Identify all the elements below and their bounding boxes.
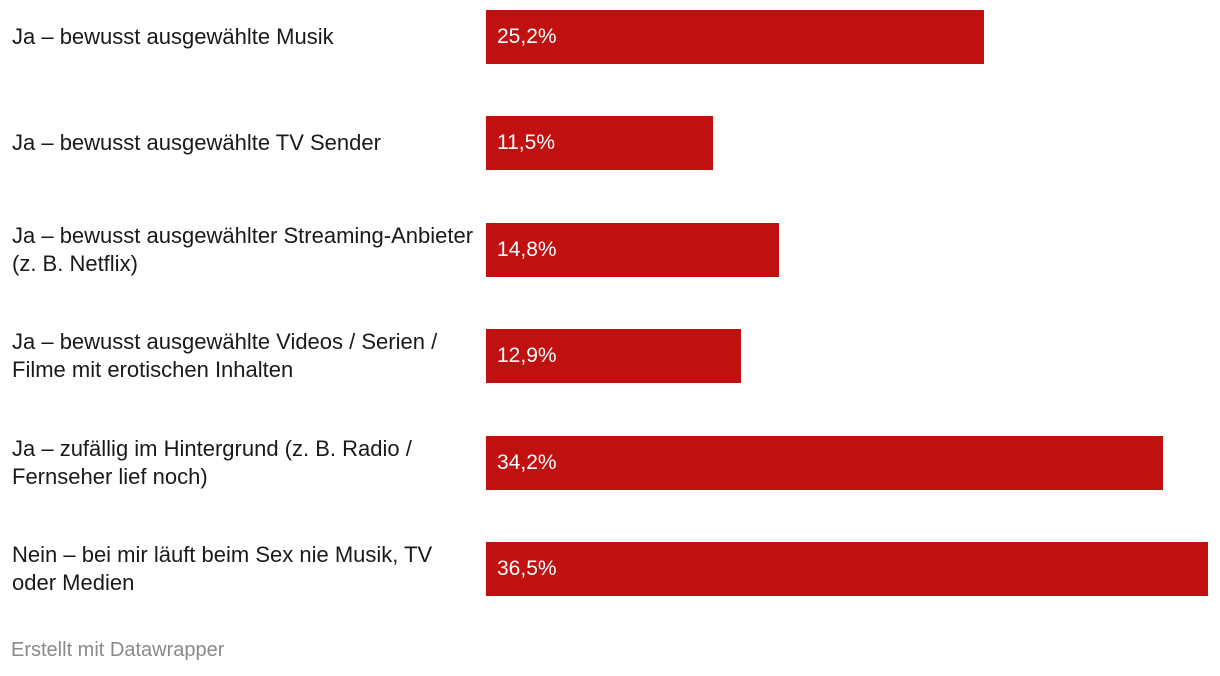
- bar-row: Ja – zufällig im Hintergrund (z. B. Radi…: [0, 436, 1220, 490]
- bar-chart: Ja – bewusst ausgewählte Musik 25,2% Ja – …: [0, 10, 1220, 596]
- bar: 36,5%: [486, 542, 1208, 596]
- category-label: Ja – bewusst ausgewählte TV Sender: [12, 130, 381, 155]
- bar-row: Ja – bewusst ausgewählter Streaming-Anbi…: [0, 223, 1220, 277]
- credit-text: Erstellt mit Datawrapper: [11, 639, 225, 661]
- category-label: Ja – bewusst ausgewählte Videos / Serien…: [12, 329, 438, 382]
- category-label: Ja – bewusst ausgewählter Streaming-Anbi…: [12, 223, 474, 276]
- bar: 34,2%: [486, 436, 1163, 490]
- bar-value-label: 11,5%: [497, 131, 555, 154]
- bar: 25,2%: [486, 10, 984, 64]
- bar: 11,5%: [486, 116, 713, 170]
- bar-value-label: 25,2%: [497, 25, 557, 48]
- bar: 14,8%: [486, 223, 779, 277]
- bar-value-label: 34,2%: [497, 451, 557, 474]
- bar-value-label: 36,5%: [497, 557, 557, 580]
- category-label: Ja – zufällig im Hintergrund (z. B. Radi…: [12, 436, 412, 489]
- bar: 12,9%: [486, 329, 741, 383]
- bar-row: Ja – bewusst ausgewählte Musik 25,2%: [0, 10, 1220, 64]
- bar-row: Ja – bewusst ausgewählte TV Sender 11,5%: [0, 116, 1220, 170]
- category-label: Nein – bei mir läuft beim Sex nie Musik,…: [12, 542, 433, 595]
- category-label: Ja – bewusst ausgewählte Musik: [12, 24, 334, 49]
- bar-value-label: 14,8%: [497, 238, 557, 261]
- bar-value-label: 12,9%: [497, 344, 557, 367]
- bar-row: Nein – bei mir läuft beim Sex nie Musik,…: [0, 542, 1220, 596]
- bar-row: Ja – bewusst ausgewählte Videos / Serien…: [0, 329, 1220, 383]
